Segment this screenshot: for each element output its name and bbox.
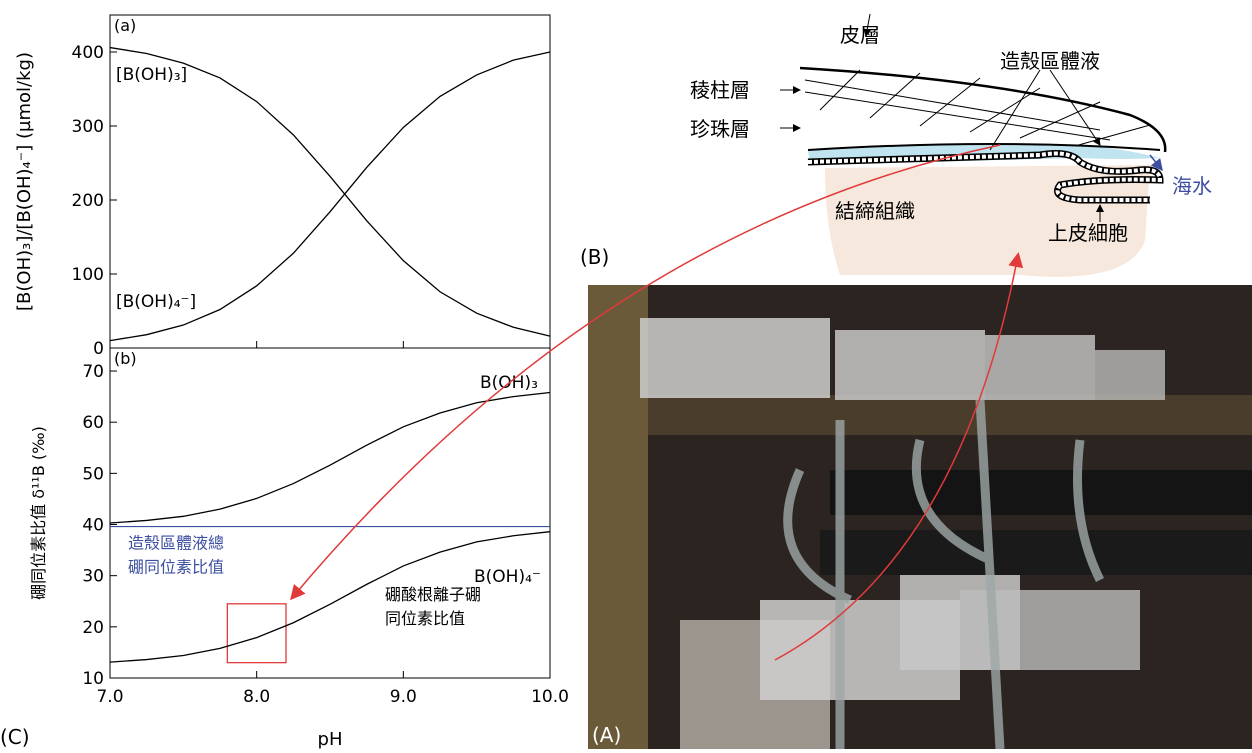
diagram-label: 結締組織 bbox=[835, 199, 915, 223]
annotation: 同位素比值 bbox=[385, 609, 465, 628]
series-label: [B(OH)₃] bbox=[116, 65, 187, 85]
y-tick-label: 40 bbox=[82, 516, 104, 536]
y-tick-label: 10 bbox=[82, 669, 104, 689]
series-line bbox=[110, 393, 550, 523]
y-axis-label: [B(OH)₃]/[B(OH)₄⁻] (µmol/kg) bbox=[14, 52, 35, 311]
plot-frame bbox=[110, 348, 550, 678]
y-tick-label: 300 bbox=[72, 117, 104, 137]
panel-label: (b) bbox=[114, 349, 137, 368]
x-tick-label: 7.0 bbox=[96, 687, 123, 707]
diagram-label: 皮層 bbox=[840, 23, 880, 47]
y-tick-label: 20 bbox=[82, 618, 104, 638]
highlight-box bbox=[227, 604, 286, 663]
y-tick-label: 50 bbox=[82, 464, 104, 484]
reference-label: 硼同位素比值 bbox=[128, 558, 224, 577]
diagram-label: 海水 bbox=[1172, 174, 1212, 198]
diagram-label: 造殼區體液 bbox=[1000, 49, 1100, 73]
x-tick-label: 10.0 bbox=[531, 687, 569, 707]
y-tick-label: 400 bbox=[72, 43, 104, 63]
panel-label: (a) bbox=[114, 16, 136, 35]
annotation: 硼酸根離子硼 bbox=[385, 585, 481, 604]
panel-label: (B) bbox=[580, 245, 609, 269]
diagram-label: 稜柱層 bbox=[690, 78, 750, 102]
y-tick-label: 200 bbox=[72, 191, 104, 211]
y-axis-label: 硼同位素比值 δ¹¹B (‰) bbox=[29, 426, 48, 600]
x-tick-label: 9.0 bbox=[390, 687, 417, 707]
diagram-label: 珍珠層 bbox=[690, 117, 750, 141]
y-tick-label: 0 bbox=[93, 339, 104, 359]
y-tick-label: 60 bbox=[82, 413, 104, 433]
panel-label: (C) bbox=[0, 725, 30, 749]
x-axis-label: pH bbox=[318, 729, 343, 749]
y-tick-label: 30 bbox=[82, 567, 104, 587]
photo-label: (A) bbox=[592, 723, 621, 747]
reference-label: 造殼區體液總 bbox=[128, 534, 224, 553]
y-tick-label: 70 bbox=[82, 362, 104, 382]
photo bbox=[588, 285, 1252, 749]
charts: (a) 0 100 200 300 400 [B(OH)₃]/[B(OH)₄⁻] (µmol… bbox=[14, 15, 569, 749]
figure: (A) 皮層 稜柱層 珍珠層 造殼區體液 海水 結締組織 上皮細胞 (B) (C… bbox=[0, 0, 1252, 749]
diagram-label: 上皮細胞 bbox=[1048, 221, 1128, 245]
series-label: B(OH)₄⁻ bbox=[474, 567, 541, 587]
series-label: [B(OH)₄⁻] bbox=[116, 292, 196, 312]
x-tick-label: 8.0 bbox=[243, 687, 270, 707]
y-tick-label: 100 bbox=[72, 265, 104, 285]
